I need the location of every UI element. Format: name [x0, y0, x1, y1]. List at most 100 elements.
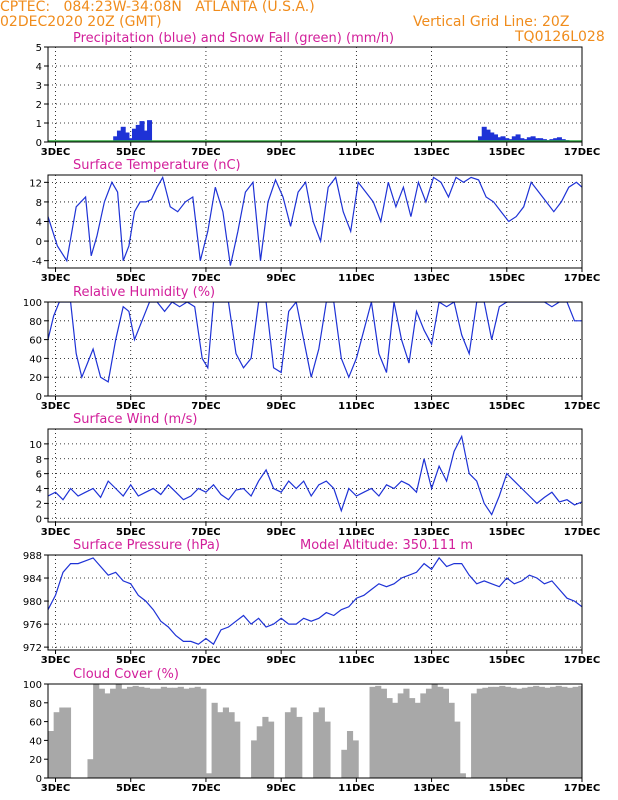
ytick-label: 1 — [36, 119, 42, 130]
panel-4-line — [48, 556, 582, 646]
panel-0-frame — [47, 46, 583, 143]
cloud-bar — [267, 721, 275, 778]
cloud-bar — [115, 684, 122, 778]
cloud-bar — [318, 707, 325, 778]
ytick-label: 80 — [29, 317, 42, 328]
xtick-label: 3DEC — [41, 783, 70, 794]
cloud-bar — [93, 684, 100, 778]
cloud-bar — [504, 686, 512, 778]
precip-bar — [485, 129, 491, 142]
cloud-bar — [222, 707, 230, 778]
xtick-label: 15DEC — [489, 401, 525, 412]
cloud-bar — [521, 687, 528, 778]
header-left-line2: 02DEC2020 20Z (GMT) — [0, 14, 162, 30]
precip-bar — [113, 136, 119, 142]
ytick-label: 0 — [36, 392, 42, 403]
header-right-line1: Vertical Grid Line: 20Z — [413, 14, 570, 30]
ytick-label: 5 — [36, 43, 42, 54]
xtick-label: 17DEC — [564, 401, 600, 412]
cloud-bar — [217, 712, 224, 778]
cloud-bar — [454, 721, 461, 778]
xtick-label: 5DEC — [116, 273, 145, 284]
xtick-label: 11DEC — [338, 783, 374, 794]
xtick-label: 13DEC — [413, 527, 449, 538]
precip-bar — [496, 137, 502, 142]
cloud-bar — [262, 716, 269, 778]
xtick-label: 9DEC — [266, 783, 295, 794]
cloud-bar — [425, 688, 433, 778]
precip-bar — [124, 132, 130, 142]
ytick-label: 10 — [29, 440, 42, 451]
xtick-label: 13DEC — [413, 147, 449, 158]
precip-bar — [147, 120, 153, 142]
cloud-bar — [110, 688, 117, 778]
precip-bar — [553, 138, 559, 142]
cloud-bar — [228, 712, 235, 778]
cloud-bar — [48, 731, 55, 778]
cloud-bar — [172, 687, 179, 778]
cloud-bar — [98, 688, 105, 778]
cloud-bar — [251, 740, 258, 778]
cloud-bar — [200, 688, 207, 778]
ytick-label: 4 — [36, 218, 42, 229]
xtick-label: 13DEC — [413, 273, 449, 284]
cloud-bar — [516, 688, 523, 778]
precip-bar — [556, 137, 562, 142]
precip-bar — [530, 136, 536, 142]
ytick-label: 2 — [36, 499, 42, 510]
cloud-bar — [538, 686, 545, 778]
panel-3-frame — [47, 428, 583, 523]
ytick-label: 40 — [29, 736, 42, 747]
panel-4-title: Surface Pressure (hPa) — [73, 538, 220, 553]
precip-bar — [493, 134, 499, 142]
xtick-label: 9DEC — [266, 401, 295, 412]
cloud-bar — [149, 688, 156, 778]
cloud-bar — [59, 707, 66, 778]
ytick-label: 0 — [36, 237, 42, 248]
cloud-bar — [471, 693, 478, 778]
xtick-label: 17DEC — [564, 273, 600, 284]
cloud-bar — [566, 687, 574, 778]
cloud-bar — [132, 685, 139, 778]
xtick-label: 7DEC — [191, 783, 220, 794]
xtick-label: 15DEC — [489, 273, 525, 284]
cloud-bar — [352, 740, 359, 778]
xtick-label: 5DEC — [116, 147, 145, 158]
panel-5-frame — [47, 683, 583, 779]
cloud-bar — [341, 749, 348, 778]
cloud-bar — [482, 687, 489, 778]
cloud-bar — [143, 687, 151, 778]
panel-2-frame — [47, 301, 583, 397]
cloud-bar — [380, 688, 387, 778]
precip-bar — [128, 138, 134, 142]
ytick-label: 100 — [23, 298, 42, 309]
xtick-label: 7DEC — [191, 147, 220, 158]
cloud-bar — [448, 702, 455, 778]
xtick-label: 7DEC — [191, 273, 220, 284]
ytick-label: 20 — [29, 755, 42, 766]
xtick-label: 13DEC — [413, 783, 449, 794]
cloud-bar — [313, 712, 320, 778]
cloud-bar — [493, 686, 500, 778]
ytick-label: 20 — [29, 373, 42, 384]
cloud-bar — [160, 686, 167, 778]
panel-0-title: Precipitation (blue) and Snow Fall (gree… — [73, 31, 394, 46]
precip-bar — [500, 136, 506, 142]
cloud-bar — [487, 686, 495, 778]
ytick-label: 4 — [36, 62, 42, 73]
xtick-label: 17DEC — [564, 527, 600, 538]
cloud-bar — [442, 688, 449, 778]
cloud-bar — [211, 702, 218, 778]
cloud-bar — [177, 686, 184, 778]
xtick-label: 15DEC — [489, 527, 525, 538]
cloud-bar — [64, 707, 72, 778]
ytick-label: 2 — [36, 100, 42, 111]
ytick-label: 988 — [23, 551, 42, 562]
cloud-bar — [431, 684, 438, 778]
precip-bar — [143, 130, 149, 142]
xtick-label: 3DEC — [41, 147, 70, 158]
xtick-label: 11DEC — [338, 527, 374, 538]
cloud-bar — [392, 702, 399, 778]
precip-bar — [519, 138, 525, 142]
ytick-label: 12 — [29, 178, 42, 189]
